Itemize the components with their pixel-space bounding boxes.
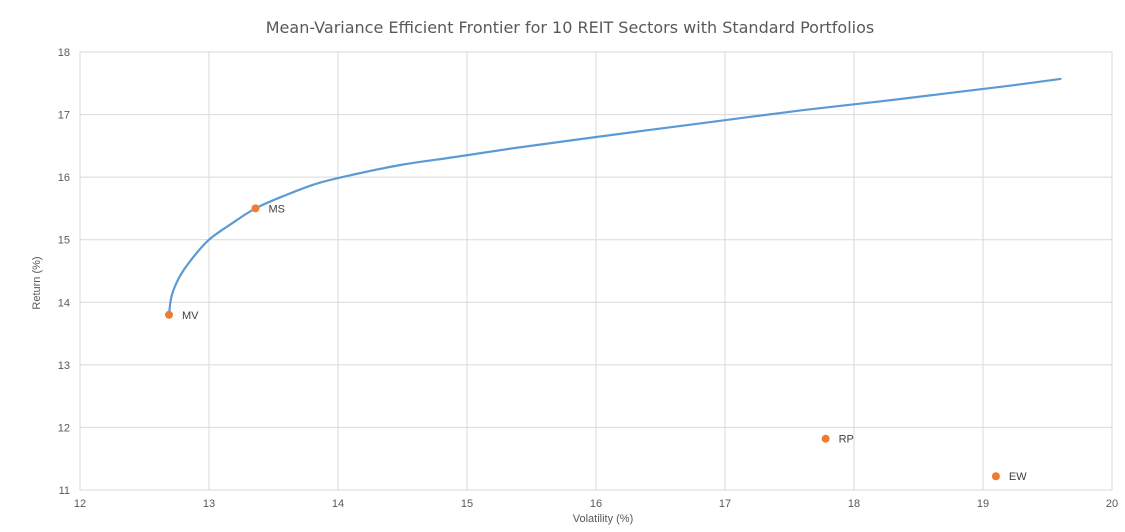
x-tick-label: 17 bbox=[719, 498, 731, 510]
chart-title: Mean-Variance Efficient Frontier for 10 … bbox=[266, 18, 874, 37]
x-tick-label: 18 bbox=[848, 498, 860, 510]
x-tick-label: 13 bbox=[203, 498, 215, 510]
series bbox=[167, 77, 1062, 316]
axes: 11 12 13 14 15 16 17 18 12 13 14 15 16 17 18 19 20 bbox=[58, 47, 1118, 510]
y-tick-label: 16 bbox=[58, 172, 70, 184]
y-tick-label: 15 bbox=[58, 235, 70, 247]
y-tick-label: 11 bbox=[59, 485, 70, 497]
portfolio-point-ms bbox=[251, 204, 260, 213]
portfolio-point-mv bbox=[165, 310, 174, 319]
y-tick-label: 12 bbox=[58, 422, 70, 434]
point-label-ms: MS bbox=[268, 203, 285, 215]
x-tick-label: 14 bbox=[332, 498, 344, 510]
point-label-mv: MV bbox=[182, 310, 199, 322]
y-tick-label: 14 bbox=[58, 297, 70, 309]
y-tick-label: 17 bbox=[58, 110, 70, 122]
data-points bbox=[165, 204, 1000, 481]
y-axis-label: Return (%) bbox=[31, 256, 43, 309]
x-tick-label: 20 bbox=[1106, 498, 1118, 510]
x-tick-label: 16 bbox=[590, 498, 602, 510]
x-tick-label: 15 bbox=[461, 498, 473, 510]
efficient-frontier-line bbox=[167, 77, 1062, 316]
x-axis-label: Volatility (%) bbox=[573, 513, 634, 525]
y-tick-label: 13 bbox=[58, 360, 70, 372]
labels: MV MS RP EW bbox=[182, 203, 1027, 483]
point-label-rp: RP bbox=[839, 434, 854, 446]
x-tick-label: 12 bbox=[74, 498, 86, 510]
x-tick-label: 19 bbox=[977, 498, 989, 510]
grid-lines bbox=[79, 51, 1113, 491]
portfolio-point-rp bbox=[821, 434, 830, 443]
portfolio-point-ew bbox=[991, 472, 1000, 481]
point-label-ew: EW bbox=[1009, 471, 1027, 483]
y-tick-label: 18 bbox=[58, 47, 70, 59]
